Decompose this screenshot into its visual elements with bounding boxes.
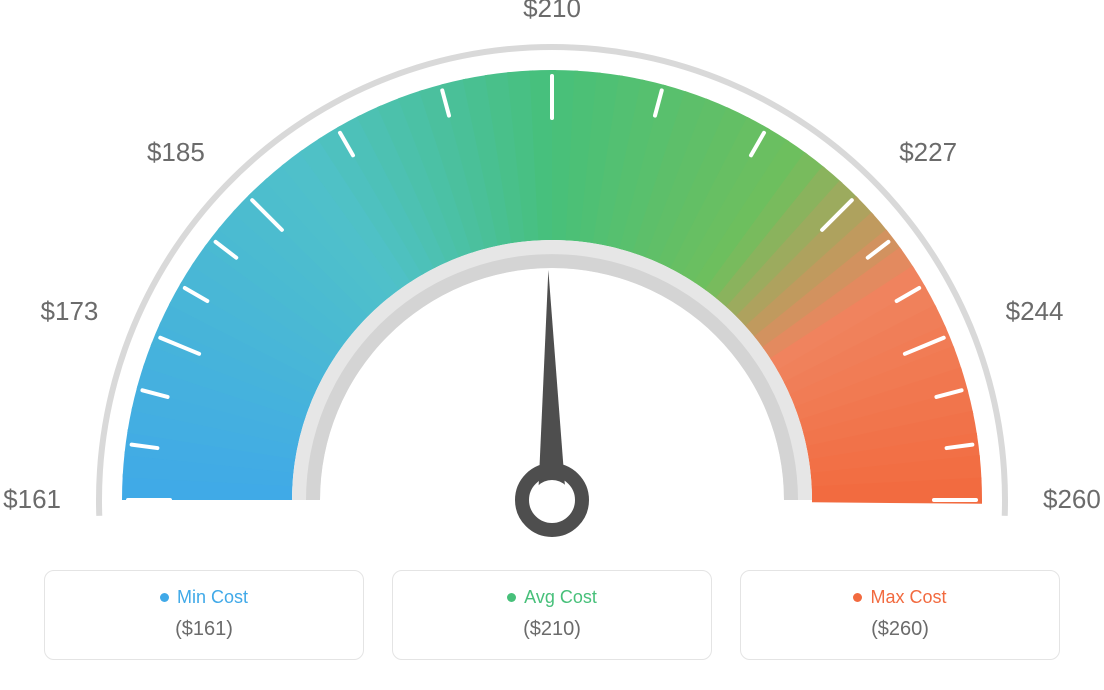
svg-text:$185: $185	[147, 137, 205, 167]
legend-card-max: Max Cost ($260)	[740, 570, 1060, 660]
legend-value-min: ($161)	[45, 618, 363, 641]
svg-text:$244: $244	[1006, 296, 1064, 326]
legend-card-min: Min Cost ($161)	[44, 570, 364, 660]
legend-label-min: Min Cost	[177, 587, 248, 608]
legend-row: Min Cost ($161) Avg Cost ($210) Max Cost…	[0, 570, 1104, 660]
gauge-chart: $161 $173 $185 $210 $227 $244 $260	[0, 0, 1104, 560]
svg-text:$227: $227	[899, 137, 957, 167]
svg-text:$173: $173	[41, 296, 99, 326]
legend-value-avg: ($210)	[393, 618, 711, 641]
svg-text:$161: $161	[3, 484, 61, 514]
svg-text:$210: $210	[523, 0, 581, 23]
legend-value-max: ($260)	[741, 618, 1059, 641]
dot-min	[160, 593, 169, 602]
legend-label-avg: Avg Cost	[524, 587, 597, 608]
legend-card-avg: Avg Cost ($210)	[392, 570, 712, 660]
svg-text:$260: $260	[1043, 484, 1101, 514]
dot-avg	[507, 593, 516, 602]
legend-label-max: Max Cost	[870, 587, 946, 608]
dot-max	[853, 593, 862, 602]
